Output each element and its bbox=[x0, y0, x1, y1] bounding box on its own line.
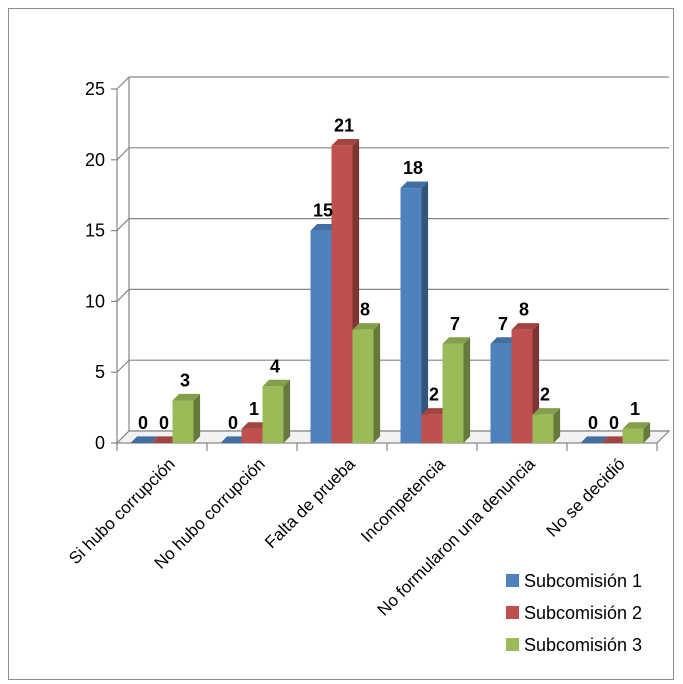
data-label: 0 bbox=[609, 413, 619, 433]
data-label: 2 bbox=[540, 385, 550, 405]
bar bbox=[580, 436, 609, 443]
bar bbox=[532, 408, 561, 443]
category-label: No formularon una denuncia bbox=[374, 454, 540, 620]
gridline-connector bbox=[116, 288, 130, 302]
bar-top bbox=[241, 422, 270, 429]
legend-swatch bbox=[506, 606, 519, 619]
bar-front bbox=[352, 329, 374, 443]
bar-front bbox=[400, 188, 422, 443]
bar bbox=[442, 337, 471, 443]
legend-label: Subcomisión 1 bbox=[524, 571, 642, 591]
category-label: No se decidió bbox=[543, 454, 629, 540]
bar bbox=[130, 436, 159, 443]
data-label: 8 bbox=[360, 300, 370, 320]
bar-top bbox=[421, 408, 450, 415]
y-tick-label: 0 bbox=[95, 433, 105, 453]
bar-front bbox=[241, 428, 263, 443]
data-label: 0 bbox=[588, 413, 598, 433]
bar-top bbox=[151, 436, 180, 443]
bar-top bbox=[601, 436, 630, 443]
bar-top bbox=[490, 337, 519, 344]
bar bbox=[220, 436, 249, 443]
bar-front bbox=[490, 343, 512, 443]
bar bbox=[601, 436, 630, 443]
legend: Subcomisión 1 Subcomisión 2 Subcomisión 3 bbox=[506, 571, 642, 655]
bar-side bbox=[283, 379, 291, 443]
gridline-connector bbox=[116, 76, 130, 90]
bar-top bbox=[580, 436, 609, 443]
category-label: Falta de prueba bbox=[261, 454, 359, 552]
bar-side bbox=[463, 337, 471, 443]
data-label: 8 bbox=[519, 300, 529, 320]
data-label: 21 bbox=[334, 116, 354, 136]
bar bbox=[511, 323, 540, 443]
gridline-connector bbox=[116, 218, 130, 232]
bar-front bbox=[421, 414, 443, 443]
data-label: 4 bbox=[270, 356, 280, 376]
legend-item: Subcomisión 3 bbox=[506, 635, 642, 655]
data-label: 1 bbox=[630, 399, 640, 419]
bar-top bbox=[331, 139, 360, 146]
bar-side bbox=[421, 181, 429, 443]
bar bbox=[172, 393, 201, 443]
bar-front bbox=[331, 145, 353, 443]
bar-side bbox=[553, 408, 561, 443]
category-label: Incompetencia bbox=[357, 454, 449, 546]
bar bbox=[622, 422, 651, 443]
bar-front bbox=[262, 386, 284, 443]
bar bbox=[262, 379, 291, 443]
legend-swatch bbox=[506, 574, 519, 587]
data-label: 3 bbox=[180, 371, 190, 391]
bar bbox=[352, 323, 381, 443]
bar-top bbox=[622, 422, 651, 429]
data-label: 0 bbox=[159, 413, 169, 433]
y-tick-label: 20 bbox=[85, 150, 105, 170]
bar-top bbox=[262, 379, 291, 387]
data-label: 7 bbox=[498, 314, 508, 334]
y-tick-label: 15 bbox=[85, 221, 105, 241]
data-label: 7 bbox=[450, 314, 460, 334]
bar-side bbox=[373, 323, 381, 443]
data-label: 18 bbox=[403, 158, 423, 178]
bar bbox=[151, 436, 180, 443]
bar-top bbox=[352, 323, 381, 330]
bar-front bbox=[622, 428, 644, 443]
bar-top bbox=[442, 337, 471, 344]
gridline-connector bbox=[116, 147, 130, 161]
bar-front bbox=[172, 400, 194, 443]
bar-front bbox=[310, 230, 332, 443]
data-label: 2 bbox=[429, 385, 439, 405]
gridline-connector bbox=[116, 359, 130, 373]
bar-top bbox=[220, 436, 249, 443]
legend-swatch bbox=[506, 638, 519, 651]
gridlines bbox=[116, 76, 669, 444]
bar-front bbox=[442, 343, 464, 443]
bar-side bbox=[643, 422, 651, 443]
legend-label: Subcomisión 2 bbox=[524, 603, 642, 623]
bar-top bbox=[130, 436, 159, 443]
y-tick-label: 10 bbox=[85, 291, 105, 311]
legend-item: Subcomisión 1 bbox=[506, 571, 642, 591]
legend-label: Subcomisión 3 bbox=[524, 635, 642, 655]
bar-top bbox=[172, 393, 201, 401]
bar-side bbox=[193, 393, 201, 443]
data-label: 0 bbox=[138, 413, 148, 433]
bar-top bbox=[532, 408, 561, 415]
data-label: 1 bbox=[249, 399, 259, 419]
bar-front bbox=[532, 414, 554, 443]
bar-top bbox=[511, 323, 540, 330]
legend-item: Subcomisión 2 bbox=[506, 603, 642, 623]
bars bbox=[130, 139, 651, 444]
y-tick-label: 5 bbox=[95, 362, 105, 382]
bar-top bbox=[400, 181, 429, 189]
bar bbox=[400, 181, 429, 443]
data-label: 15 bbox=[313, 201, 333, 221]
bar-top bbox=[310, 224, 339, 231]
y-tick-label: 25 bbox=[85, 79, 105, 99]
bar-front bbox=[511, 329, 533, 443]
data-label: 0 bbox=[228, 413, 238, 433]
